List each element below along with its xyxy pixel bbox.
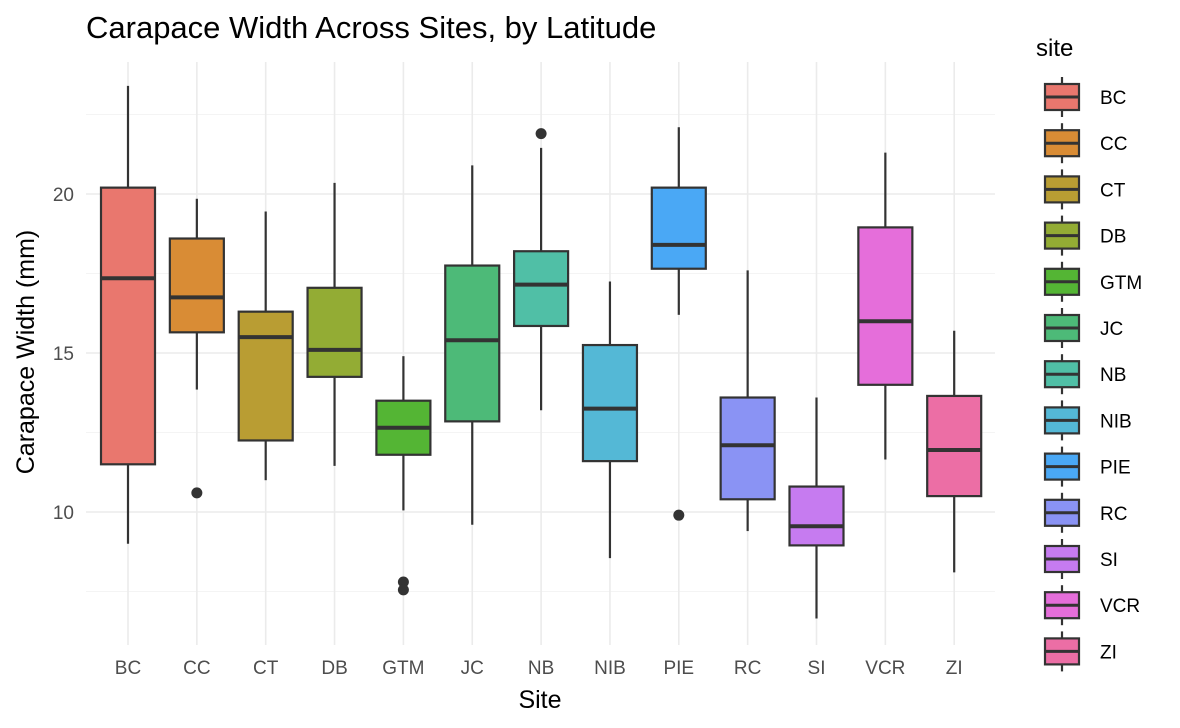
legend-item-jc: JC <box>1043 308 1123 348</box>
box-nib <box>581 281 639 559</box>
iqr-box <box>719 396 776 501</box>
outlier-point <box>535 128 547 140</box>
outlier-point <box>673 509 685 521</box>
iqr-box <box>857 226 914 386</box>
iqr-box <box>788 485 845 547</box>
legend-label: GTM <box>1100 273 1142 294</box>
x-tick-label: VCR <box>865 658 905 679</box>
legend-item-zi: ZI <box>1043 631 1117 672</box>
x-tick-label: CC <box>183 658 210 679</box>
legend-item-vcr: VCR <box>1043 585 1140 626</box>
legend-title: site <box>1036 35 1073 62</box>
box-jc <box>444 165 501 525</box>
legend: site BC CC CT DB GTM JC NB NIB PIE RC SI VCR ZI <box>1036 35 1142 672</box>
x-tick-label: NIB <box>594 658 626 679</box>
x-tick-label: DB <box>321 658 347 679</box>
x-tick-label: CT <box>253 658 279 679</box>
iqr-box <box>306 286 363 378</box>
x-tick-label: PIE <box>663 658 694 679</box>
box-db <box>306 182 363 466</box>
iqr-box <box>237 310 294 442</box>
legend-label: NIB <box>1100 411 1132 432</box>
chart-title: Carapace Width Across Sites, by Latitude <box>86 10 656 45</box>
legend-label: BC <box>1100 88 1126 109</box>
x-axis: BC CC CT DB GTM JC NB NIB PIE RC SI VCR ZI <box>115 658 963 679</box>
box-si <box>788 397 845 619</box>
legend-label: SI <box>1100 550 1118 571</box>
iqr-box <box>512 250 570 328</box>
iqr-box <box>926 394 983 498</box>
legend-label: ZI <box>1100 642 1117 663</box>
legend-item-ct: CT <box>1043 169 1126 210</box>
x-tick-label: ZI <box>946 658 963 679</box>
outlier-point <box>397 584 409 596</box>
legend-item-bc: BC <box>1043 77 1126 117</box>
outlier-point <box>191 487 203 499</box>
iqr-box <box>444 264 501 423</box>
legend-item-nb: NB <box>1043 354 1126 395</box>
legend-label: RC <box>1100 504 1127 525</box>
legend-label: CC <box>1100 134 1127 155</box>
legend-item-cc: CC <box>1043 123 1127 164</box>
x-tick-label: NB <box>528 658 554 679</box>
legend-item-gtm: GTM <box>1043 261 1142 302</box>
box-vcr <box>857 152 914 460</box>
legend-label: JC <box>1100 319 1123 340</box>
box-nb <box>512 128 570 411</box>
y-tick-label: 20 <box>53 185 74 206</box>
legend-label: NB <box>1100 365 1126 386</box>
legend-label: DB <box>1100 227 1126 248</box>
box-rc <box>719 270 776 532</box>
y-tick-label: 15 <box>53 344 74 365</box>
x-tick-label: JC <box>461 658 484 679</box>
y-axis-title: Carapace Width (mm) <box>12 230 40 475</box>
legend-item-db: DB <box>1043 215 1126 256</box>
legend-label: VCR <box>1100 596 1140 617</box>
box-cc <box>168 198 225 499</box>
iqr-box <box>168 237 225 334</box>
legend-label: CT <box>1100 180 1126 201</box>
x-tick-label: RC <box>734 658 761 679</box>
iqr-box <box>581 343 639 463</box>
legend-item-pie: PIE <box>1043 446 1131 487</box>
y-axis: 10 15 20 <box>53 185 74 524</box>
box-zi <box>926 330 983 573</box>
x-tick-label: SI <box>808 658 826 679</box>
x-tick-label: GTM <box>382 658 424 679</box>
box-gtm <box>375 356 432 596</box>
x-tick-label: BC <box>115 658 141 679</box>
legend-item-rc: RC <box>1043 492 1127 533</box>
legend-item-si: SI <box>1043 539 1118 579</box>
iqr-box <box>650 186 707 270</box>
box-ct <box>237 211 294 481</box>
box-pie <box>650 127 707 521</box>
outlier-point <box>397 576 409 588</box>
iqr-box <box>99 186 157 466</box>
legend-item-nib: NIB <box>1043 400 1132 441</box>
y-tick-label: 10 <box>53 503 74 524</box>
x-axis-title: Site <box>518 686 561 714</box>
plot-area <box>99 85 983 619</box>
legend-label: PIE <box>1100 458 1131 479</box>
box-bc <box>99 85 157 544</box>
